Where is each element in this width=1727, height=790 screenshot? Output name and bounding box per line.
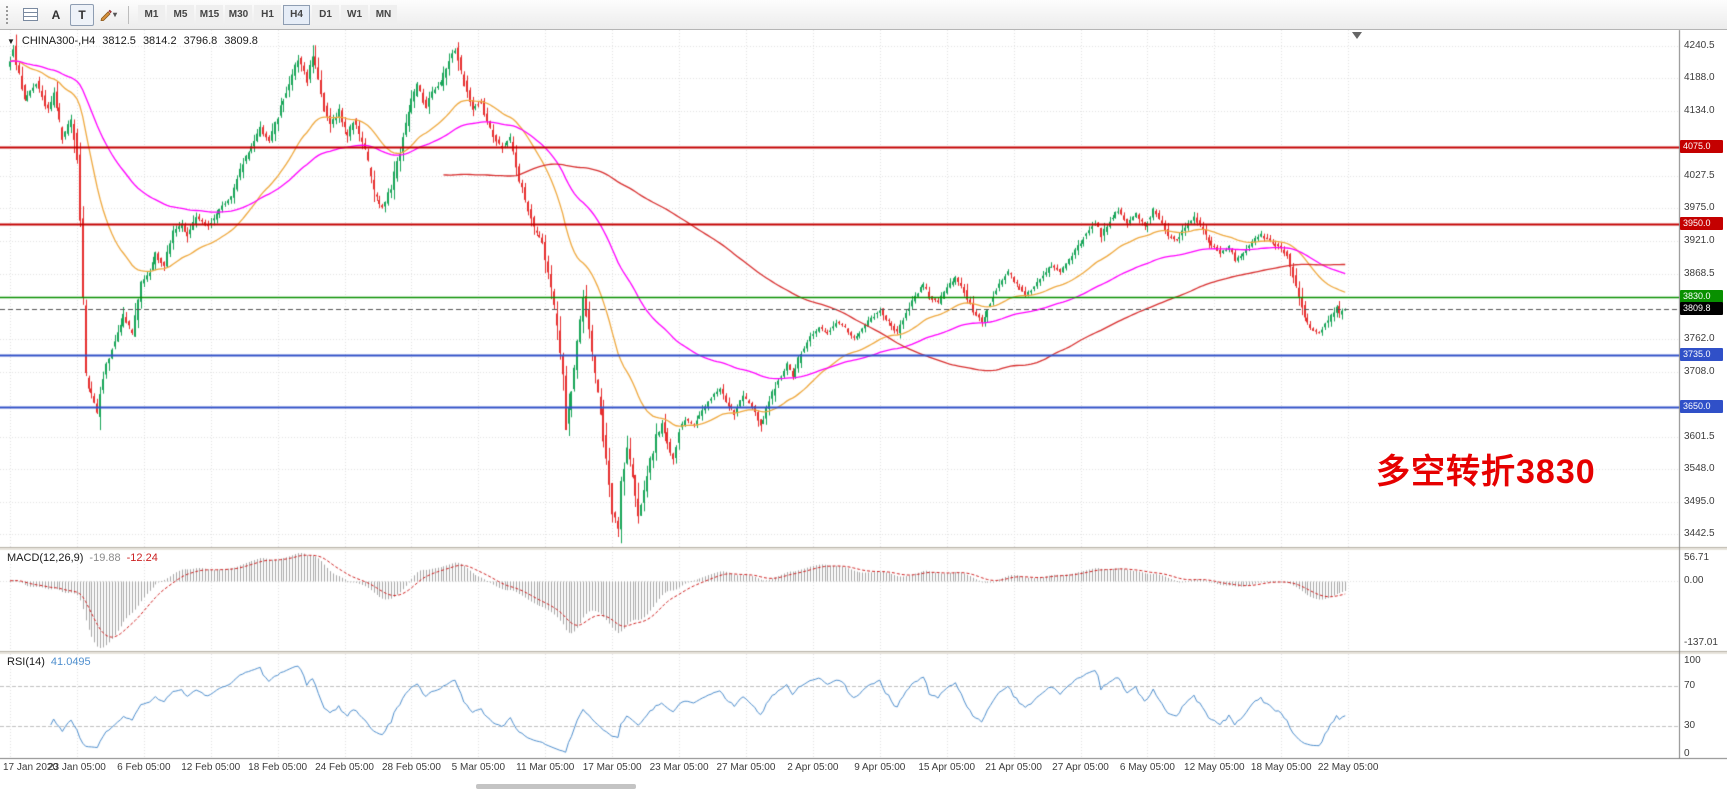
date-axis-label: 11 Mar 05:00: [516, 762, 575, 773]
text-tool-button[interactable]: T: [70, 3, 94, 26]
macd-axis-label: 56.71: [1684, 552, 1710, 563]
date-axis-label: 12 May 05:00: [1184, 762, 1245, 773]
date-axis-label: 27 Apr 05:00: [1052, 762, 1109, 773]
price-level-badge: 4075.0: [1680, 140, 1723, 154]
date-axis-label: 23 Jan 05:00: [47, 762, 106, 773]
tf-button-mn[interactable]: MN: [370, 4, 397, 25]
price-axis-label: 3442.5: [1684, 527, 1715, 539]
price-level-badge: 3950.0: [1680, 216, 1723, 230]
arrow-text-tool-button[interactable]: A: [44, 4, 68, 26]
price-axis-label: 3921.0: [1684, 235, 1715, 247]
date-axis-label: 15 Apr 05:00: [918, 762, 976, 773]
date-axis-label: 17 Mar 05:00: [582, 762, 642, 773]
date-axis-label: 21 Apr 05:00: [985, 762, 1042, 773]
macd-axis-label: -137.01: [1684, 637, 1718, 648]
price-axis-label: 3762.0: [1684, 332, 1715, 344]
top-toolbar: A T ▾ M1 M5 M15 M30 H1 H4 D1 W1 MN: [0, 0, 1727, 30]
tf-button-h1[interactable]: H1: [254, 4, 281, 25]
draw-tool-button[interactable]: ▾: [96, 4, 120, 26]
rsi-axis-label: 70: [1684, 680, 1696, 691]
symbol-timeframe-title: CHINA300-,H4: [21, 35, 96, 47]
tf-button-m15[interactable]: M15: [196, 4, 223, 25]
quote-low: 3796.8: [183, 35, 218, 47]
price-level-badge: 3735.0: [1680, 348, 1723, 362]
date-axis-label: 9 Apr 05:00: [854, 762, 906, 773]
symbol-dropdown-icon[interactable]: ▼: [7, 36, 15, 46]
date-axis-label: 24 Feb 05:00: [315, 762, 374, 773]
macd-axis-label: 0.00: [1684, 574, 1704, 586]
price-axis-label: 3708.0: [1684, 365, 1715, 377]
macd-indicator-name: MACD(12,26,9): [7, 552, 84, 564]
price-level-badge: 3650.0: [1680, 400, 1723, 414]
chart-window-button[interactable]: [18, 4, 42, 26]
price-level-badge: 3830.0: [1680, 290, 1723, 304]
scrollbar-thumb[interactable]: [476, 784, 636, 789]
quote-close: 3809.8: [224, 35, 258, 47]
date-axis-label: 17 Jan 2020: [3, 762, 59, 773]
toolbar-separator: [128, 5, 129, 24]
date-axis-label: 22 May 05:00: [1317, 762, 1379, 773]
tf-button-m1[interactable]: M1: [138, 4, 165, 25]
chart-text-annotation: 多空转折3830: [1376, 453, 1596, 491]
date-axis-label: 23 Mar 05:00: [649, 762, 709, 773]
date-axis-label: 5 Mar 05:00: [451, 762, 506, 773]
tf-button-m5[interactable]: M5: [167, 4, 194, 25]
price-axis-label: 3975.0: [1684, 202, 1715, 214]
quote-open: 3812.5: [102, 35, 136, 47]
date-axis-label: 6 May 05:00: [1119, 762, 1175, 773]
date-axis-label: 18 Feb 05:00: [248, 762, 308, 773]
chart-shift-marker-icon: [1352, 32, 1362, 39]
rsi-panel-label: RSI(14) 41.0495: [7, 656, 91, 668]
rsi-value: 41.0495: [50, 656, 91, 668]
date-axis-label: 2 Apr 05:00: [787, 762, 839, 773]
date-axis-label: 18 May 05:00: [1250, 762, 1312, 773]
tf-button-m30[interactable]: M30: [225, 4, 252, 25]
price-axis-label: 3868.5: [1684, 267, 1715, 279]
rsi-axis-label: 0: [1684, 748, 1690, 759]
current-price-badge: 3809.8: [1680, 302, 1723, 316]
rsi-axis-label: 30: [1684, 720, 1696, 731]
date-axis-label: 28 Feb 05:00: [381, 762, 441, 773]
price-axis-label: 4134.0: [1684, 105, 1715, 117]
rsi-indicator-name: RSI(14): [7, 656, 45, 668]
date-axis-label: 12 Feb 05:00: [181, 762, 241, 773]
price-axis-label: 3601.5: [1684, 430, 1715, 442]
dropdown-caret-icon: ▾: [112, 9, 117, 19]
price-axis-label: 4027.5: [1684, 170, 1715, 182]
rsi-axis-label: 100: [1684, 655, 1701, 666]
horizontal-scrollbar[interactable]: [0, 783, 1727, 790]
macd-main-value: -19.88: [89, 552, 121, 564]
tf-button-h4[interactable]: H4: [283, 4, 310, 25]
toolbar-grip[interactable]: [6, 5, 11, 24]
macd-panel-label: MACD(12,26,9) -19.88 -12.24: [7, 552, 158, 564]
timeframe-group: M1 M5 M15 M30 H1 H4 D1 W1 MN: [137, 4, 398, 25]
date-axis-label: 27 Mar 05:00: [716, 762, 776, 773]
tf-button-w1[interactable]: W1: [341, 4, 368, 25]
price-axis-label: 3495.0: [1684, 495, 1715, 507]
chart-legend: ▼ CHINA300-,H4 3812.5 3814.2 3796.8 3809…: [7, 35, 258, 47]
macd-signal-value: -12.24: [126, 552, 158, 564]
pencil-icon: [100, 9, 112, 21]
quote-high: 3814.2: [142, 35, 177, 47]
tf-button-d1[interactable]: D1: [312, 4, 339, 25]
chart-grid-icon: [22, 8, 38, 21]
date-axis-label: 6 Feb 05:00: [117, 762, 171, 773]
price-axis-label: 4240.5: [1684, 40, 1715, 52]
price-axis-label: 4188.0: [1684, 72, 1715, 84]
price-axis-label: 3548.0: [1684, 463, 1715, 475]
